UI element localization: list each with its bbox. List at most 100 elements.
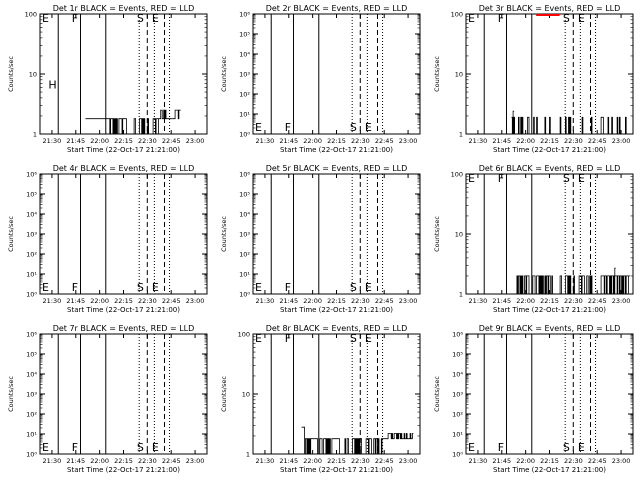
x-tick-label: 22:45 (588, 457, 607, 465)
flag-letter-e: E (152, 441, 159, 454)
y-tick-label: 10¹ (239, 271, 250, 279)
y-tick-label: 10⁰ (452, 451, 463, 459)
flag-letter-e: E (578, 441, 585, 454)
x-tick-label: 22:30 (351, 297, 370, 305)
y-tick-label: 10¹ (26, 271, 37, 279)
x-axis-label: Start Time (22-Oct-17 21:21:00) (493, 306, 606, 314)
panel-title: Det 7r BLACK = Events, RED = LLD (53, 324, 195, 333)
x-tick-label: 21:30 (43, 297, 62, 305)
y-tick-label: 100 (451, 171, 463, 179)
flag-letter-f: F (285, 332, 291, 345)
panel-9: Det 9r BLACK = Events, RED = LLD 10⁰ 10¹ 10… (433, 324, 634, 474)
flag-letter-e: E (42, 281, 49, 294)
x-axis-label: Start Time (22-Oct-17 21:21:00) (280, 306, 393, 314)
x-tick-label: 21:30 (43, 137, 62, 145)
x-tick-label: 21:30 (256, 137, 275, 145)
x-tick-label: 22:45 (162, 297, 181, 305)
panel-title: Det 1r BLACK = Events, RED = LLD (53, 4, 195, 13)
y-tick-label: 100 (25, 11, 37, 19)
x-tick-label: 22:00 (90, 297, 109, 305)
plot-frame (39, 13, 208, 135)
y-tick-label: 10³ (26, 391, 37, 399)
y-tick-label: 10⁰ (239, 291, 250, 299)
flag-letter-e: E (468, 172, 475, 185)
y-axis-label: Counts/sec (220, 56, 228, 92)
y-tick-label: 10¹ (239, 111, 250, 119)
panel-1: Det 1r BLACK = Events, RED = LLD 1 10 100 21… (7, 4, 208, 154)
flag-letter-s: S (350, 121, 357, 134)
x-tick-label: 21:30 (256, 457, 275, 465)
panel-6: Det 6r BLACK = Events, RED = LLD 1 10 100 21… (433, 164, 634, 314)
y-tick-label: 10 (242, 391, 250, 399)
y-axis-label: Counts/sec (7, 216, 15, 252)
panel-5: Det 5r BLACK = Events, RED = LLD 10⁰ 10¹ 10… (220, 164, 421, 314)
x-tick-label: 22:30 (351, 137, 370, 145)
flag-letter-f: F (285, 121, 291, 134)
y-tick-label: 10⁶ (452, 331, 463, 339)
flag-letter-e: E (255, 121, 262, 134)
flag-letter-e: E (578, 12, 585, 25)
y-tick-label: 10⁶ (239, 11, 250, 19)
flag-letter-s: S (563, 441, 570, 454)
x-tick-label: 23:00 (186, 457, 205, 465)
y-tick-label: 1 (459, 291, 463, 299)
plot-frame (465, 13, 634, 135)
x-axis-label: Start Time (22-Oct-17 21:21:00) (280, 146, 393, 154)
y-tick-label: 10 (455, 71, 463, 79)
x-tick-label: 23:00 (612, 457, 631, 465)
panel-title: Det 6r BLACK = Events, RED = LLD (479, 164, 621, 173)
flag-letter-e: E (468, 441, 475, 454)
flag-letter-s: S (563, 12, 570, 25)
y-tick-label: 10³ (239, 71, 250, 79)
x-tick-label: 22:15 (327, 297, 346, 305)
flag-letter-e: E (152, 12, 159, 25)
y-axis-label: Counts/sec (7, 56, 15, 92)
x-tick-label: 22:30 (564, 137, 583, 145)
x-tick-label: 23:00 (399, 137, 418, 145)
x-tick-label: 21:30 (256, 297, 275, 305)
x-tick-label: 22:45 (375, 137, 394, 145)
flag-letter-e: E (255, 281, 262, 294)
flag-letter-f: F (72, 441, 78, 454)
x-tick-label: 21:45 (279, 137, 298, 145)
y-tick-label: 1 (246, 451, 250, 459)
x-tick-label: 21:45 (66, 137, 85, 145)
panel-3: Det 3r BLACK = Events, RED = LLD 1 10 100 21… (433, 4, 634, 154)
x-tick-label: 21:30 (469, 457, 488, 465)
x-axis-label: Start Time (22-Oct-17 21:21:00) (67, 466, 180, 474)
y-tick-label: 10⁴ (26, 211, 37, 219)
y-tick-label: 10⁰ (26, 451, 37, 459)
x-tick-label: 22:45 (588, 137, 607, 145)
x-axis-label: Start Time (22-Oct-17 21:21:00) (280, 466, 393, 474)
flag-letter-f: F (285, 281, 291, 294)
y-tick-label: 10 (29, 71, 37, 79)
x-tick-label: 21:45 (492, 137, 511, 145)
y-tick-label: 10⁶ (239, 171, 250, 179)
x-tick-label: 22:30 (564, 297, 583, 305)
y-tick-label: 10⁴ (239, 51, 250, 59)
flag-letter-e: E (42, 12, 49, 25)
x-tick-label: 22:00 (303, 297, 322, 305)
x-tick-label: 22:00 (90, 137, 109, 145)
y-tick-label: 10³ (452, 391, 463, 399)
x-tick-label: 22:00 (516, 297, 535, 305)
x-axis-label: Start Time (22-Oct-17 21:21:00) (493, 146, 606, 154)
x-tick-label: 22:15 (114, 297, 133, 305)
y-tick-label: 1 (33, 131, 37, 139)
x-tick-label: 23:00 (186, 137, 205, 145)
y-axis-label: Counts/sec (7, 376, 15, 412)
x-tick-label: 22:00 (303, 137, 322, 145)
x-tick-label: 23:00 (612, 137, 631, 145)
x-tick-label: 21:45 (279, 297, 298, 305)
x-tick-label: 23:00 (186, 297, 205, 305)
y-tick-label: 10¹ (26, 431, 37, 439)
x-axis-label: Start Time (22-Oct-17 21:21:00) (493, 466, 606, 474)
flag-letter-e: E (365, 332, 372, 345)
flag-letter-e: E (42, 441, 49, 454)
x-tick-label: 23:00 (612, 297, 631, 305)
y-tick-label: 10³ (239, 231, 250, 239)
flag-letter-s: S (137, 441, 144, 454)
y-tick-label: 10⁰ (26, 291, 37, 299)
x-tick-label: 21:45 (279, 457, 298, 465)
x-tick-label: 22:30 (351, 457, 370, 465)
